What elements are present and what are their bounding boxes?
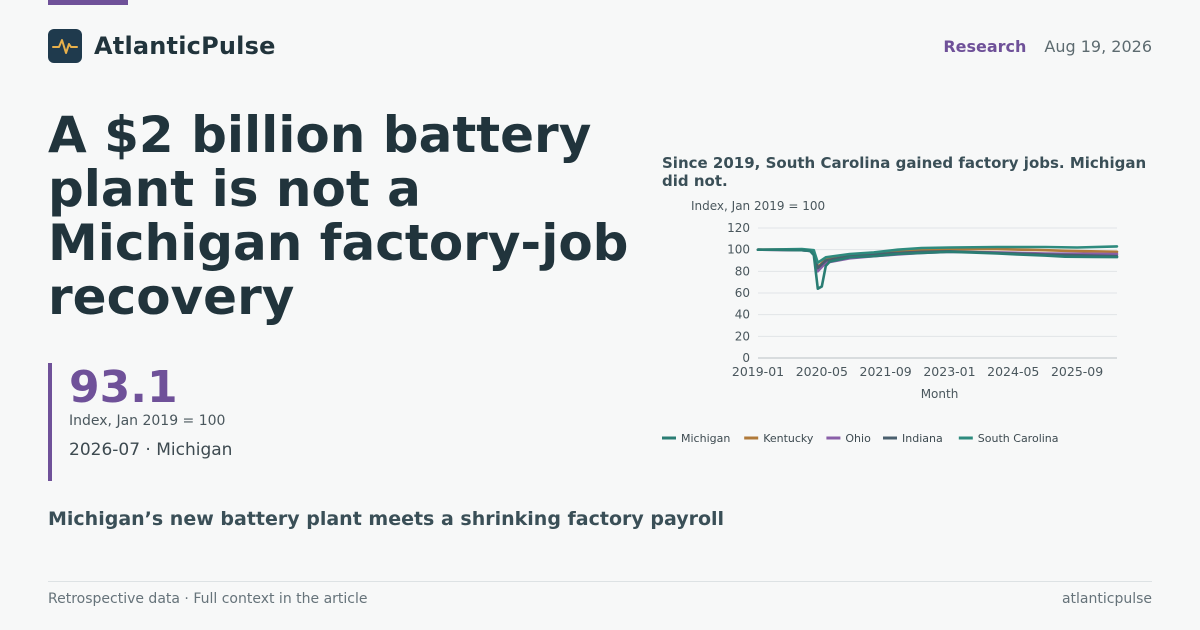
footer-divider xyxy=(48,581,1152,582)
chart: Since 2019, South Carolina gained factor… xyxy=(662,154,1162,454)
legend-label-kentucky: Kentucky xyxy=(763,432,814,445)
site-header: AtlanticPulse Research Aug 19, 2026 xyxy=(48,29,1152,63)
x-tick-label: 2020-05 xyxy=(796,364,848,379)
article-meta: Research Aug 19, 2026 xyxy=(943,37,1152,56)
x-axis-label: Month xyxy=(921,387,959,401)
x-tick-label: 2024-05 xyxy=(987,364,1039,379)
series-line-south-carolina xyxy=(756,245,1119,264)
y-tick-label: 120 xyxy=(727,221,750,235)
stat-label: Index, Jan 2019 = 100 xyxy=(69,413,226,429)
series-line-michigan xyxy=(756,248,1119,290)
key-stat: 93.1 Index, Jan 2019 = 100 2026-07 · Mic… xyxy=(48,363,352,481)
legend-label-indiana: Indiana xyxy=(902,432,943,445)
headline: A $2 billion battery plant is not a Mich… xyxy=(48,106,629,326)
y-tick-label: 60 xyxy=(735,286,750,300)
y-axis-label: Index, Jan 2019 = 100 xyxy=(691,199,825,213)
section-link[interactable]: Research xyxy=(943,36,1027,56)
chart-title: Since 2019, South Carolina gained factor… xyxy=(662,154,1147,190)
legend-label-michigan: Michigan xyxy=(681,432,730,445)
y-tick-label: 80 xyxy=(735,264,750,278)
y-tick-label: 20 xyxy=(735,329,750,343)
y-tick-label: 100 xyxy=(727,243,750,257)
pulse-icon xyxy=(48,29,82,63)
subheadline: Michigan’s new battery plant meets a shr… xyxy=(48,508,725,530)
stat-context: 2026-07 · Michigan xyxy=(69,440,233,460)
publish-date: Aug 19, 2026 xyxy=(1044,36,1152,56)
x-tick-label: 2025-09 xyxy=(1051,364,1103,379)
brand[interactable]: AtlanticPulse xyxy=(48,29,276,63)
y-tick-label: 0 xyxy=(742,351,750,365)
footer-note: Retrospective data · Full context in the… xyxy=(48,591,368,607)
x-tick-label: 2019-01 xyxy=(732,364,784,379)
x-tick-label: 2021-09 xyxy=(860,364,912,379)
footer-site[interactable]: atlanticpulse xyxy=(1061,591,1152,607)
legend-label-ohio: Ohio xyxy=(845,432,871,445)
stat-value: 93.1 xyxy=(69,362,178,413)
x-tick-label: 2023-01 xyxy=(923,364,975,379)
y-tick-label: 40 xyxy=(735,308,750,322)
legend-label-south-carolina: South Carolina xyxy=(978,432,1059,445)
brand-name: AtlanticPulse xyxy=(94,32,276,60)
line-chart: Index, Jan 2019 = 100 0 20 40 60 80 100 120 2019… xyxy=(662,199,1119,445)
top-accent-bar xyxy=(48,0,128,5)
